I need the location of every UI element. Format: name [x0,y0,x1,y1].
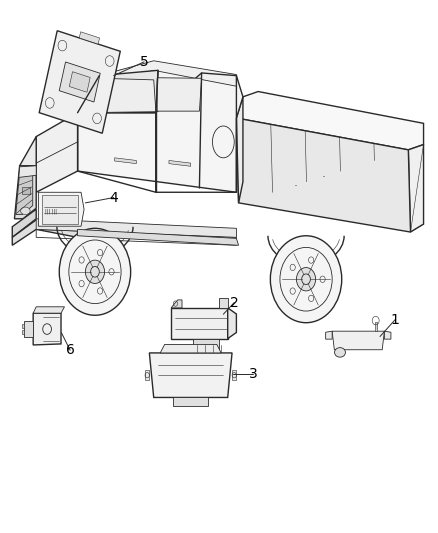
Circle shape [85,260,105,284]
Polygon shape [39,31,120,133]
Polygon shape [69,72,90,92]
Polygon shape [171,300,182,308]
Text: 4: 4 [110,191,118,205]
Text: 6: 6 [66,343,74,357]
Text: 2: 2 [230,296,239,310]
Polygon shape [332,331,385,350]
Polygon shape [78,62,243,192]
Circle shape [59,228,131,316]
Polygon shape [22,330,25,334]
Polygon shape [78,229,239,245]
Polygon shape [20,136,36,214]
Polygon shape [59,62,100,102]
Polygon shape [12,220,78,245]
Polygon shape [169,160,191,166]
Polygon shape [193,338,219,352]
Ellipse shape [21,207,30,215]
Polygon shape [408,144,424,232]
Polygon shape [237,92,424,150]
Polygon shape [79,32,99,44]
Polygon shape [219,298,228,308]
Polygon shape [39,192,84,226]
Polygon shape [80,78,156,113]
Polygon shape [145,370,149,381]
Ellipse shape [335,348,346,357]
Text: 5: 5 [140,55,148,69]
Polygon shape [33,313,61,345]
Polygon shape [36,113,78,192]
Circle shape [297,268,316,291]
Polygon shape [16,172,33,215]
Polygon shape [78,70,158,113]
Polygon shape [237,97,243,203]
Polygon shape [22,324,25,328]
Polygon shape [33,307,64,313]
Polygon shape [64,113,78,119]
Polygon shape [19,166,36,177]
Polygon shape [12,209,36,237]
Polygon shape [14,166,36,219]
Polygon shape [25,321,33,337]
Text: 1: 1 [391,312,400,327]
Polygon shape [385,331,391,339]
Text: ||| |||: ||| ||| [45,208,57,214]
Polygon shape [160,344,221,353]
Circle shape [270,236,342,322]
Polygon shape [173,398,208,406]
Polygon shape [228,308,237,338]
Polygon shape [149,353,232,398]
Polygon shape [325,331,332,339]
Polygon shape [42,195,78,223]
Polygon shape [157,78,201,111]
Polygon shape [237,118,410,232]
Polygon shape [22,187,30,195]
Polygon shape [171,308,228,338]
Polygon shape [232,370,237,381]
Polygon shape [375,321,377,331]
Polygon shape [36,219,237,237]
Polygon shape [99,61,237,86]
Polygon shape [115,158,136,164]
Text: 3: 3 [249,367,257,381]
